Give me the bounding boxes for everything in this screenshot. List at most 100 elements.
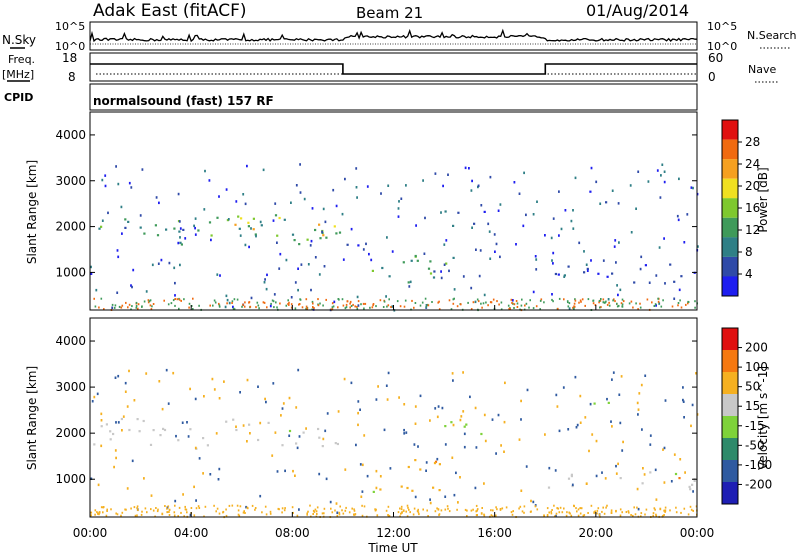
echo-cell (543, 301, 545, 304)
echo-cell (598, 513, 601, 516)
echo-cell (272, 300, 275, 303)
echo-cell (130, 507, 132, 510)
echo-cell (375, 469, 378, 473)
echo-cell (447, 507, 449, 510)
echo-cell (637, 408, 640, 411)
echo-cell (255, 306, 257, 309)
echo-cell (646, 298, 649, 301)
echo-cell (499, 203, 502, 206)
echo-cell (356, 307, 359, 310)
echo-cell (492, 515, 494, 518)
echo-cell (417, 445, 419, 448)
echo-cell (598, 300, 601, 302)
echo-cell (602, 259, 605, 262)
echo-cell (433, 462, 437, 465)
echo-cell (611, 189, 614, 192)
echo-cell (601, 510, 603, 513)
echo-cell (357, 400, 360, 403)
echo-cell (534, 255, 537, 258)
echo-cell (160, 258, 163, 262)
echo-cell (332, 188, 335, 192)
echo-cell (615, 464, 617, 468)
echo-cell (262, 301, 265, 304)
echo-cell (235, 425, 237, 428)
echo-cell (452, 423, 455, 427)
echo-cell (345, 303, 348, 306)
echo-cell (234, 223, 237, 226)
echo-cell (150, 508, 152, 511)
echo-cell (551, 298, 553, 301)
echo-cell (509, 307, 511, 310)
echo-cell (140, 513, 143, 516)
echo-cell (120, 205, 123, 209)
echo-cell (173, 511, 176, 514)
echo-cell (583, 514, 586, 517)
echo-cell (162, 427, 165, 430)
echo-cell (210, 238, 212, 242)
echo-cell (337, 306, 339, 309)
echo-cell (460, 303, 462, 306)
echo-cell (109, 430, 112, 433)
echo-cell (307, 510, 309, 513)
echo-cell (96, 511, 98, 514)
echo-cell (325, 298, 327, 301)
echo-cell (156, 234, 160, 237)
echo-cell (313, 510, 316, 513)
echo-cell (147, 301, 150, 304)
echo-cell (344, 307, 347, 310)
echo-cell (535, 305, 538, 308)
echo-cell (424, 216, 426, 220)
echo-cell (408, 508, 410, 511)
echo-cell (375, 508, 377, 511)
echo-cell (322, 234, 325, 237)
colorbar-swatch (722, 120, 738, 140)
echo-cell (574, 298, 576, 301)
echo-cell (139, 214, 142, 217)
echo-cell (319, 237, 322, 240)
echo-cell (535, 268, 538, 271)
echo-cell (242, 511, 245, 514)
echo-cell (434, 510, 437, 513)
echo-cell (226, 298, 229, 302)
echo-cell (250, 227, 252, 230)
echo-cell (174, 504, 176, 507)
echo-cell (617, 304, 620, 307)
echo-cell (578, 241, 581, 245)
echo-cell (386, 236, 388, 239)
echo-cell (101, 219, 104, 222)
echo-cell (190, 507, 193, 509)
echo-cell (682, 386, 684, 389)
echo-cell (350, 381, 353, 385)
echo-cell (324, 220, 327, 224)
echo-cell (484, 439, 487, 443)
echo-cell (559, 506, 562, 509)
echo-cell (194, 226, 196, 230)
echo-cell (618, 393, 621, 396)
echo-cell (98, 306, 100, 309)
echo-cell (505, 506, 508, 509)
x-axis-ticks: 00:00 04:00 08:00 12:00 16:00 20:00 00:00 (73, 305, 714, 540)
echo-cell (406, 515, 409, 518)
echo-cell (637, 308, 639, 311)
colorbar-tick-label: 200 (745, 341, 768, 355)
echo-cell (678, 177, 680, 181)
echo-cell (312, 306, 314, 308)
echo-cell (292, 469, 294, 473)
echo-cell (422, 508, 424, 511)
echo-cell (143, 232, 146, 235)
echo-cell (536, 200, 538, 203)
echo-cell (333, 225, 336, 228)
echo-cell (421, 301, 424, 304)
echo-cell (163, 428, 167, 432)
echo-cell (331, 302, 334, 305)
echo-cell (690, 424, 692, 428)
echo-cell (529, 510, 532, 513)
echo-cell (117, 374, 120, 378)
echo-cell (661, 163, 664, 166)
echo-cell (194, 217, 197, 220)
echo-cell (170, 302, 173, 305)
echo-cell (259, 220, 262, 224)
echo-cell (676, 214, 679, 218)
echo-cell (180, 243, 183, 246)
echo-cell (518, 192, 521, 195)
